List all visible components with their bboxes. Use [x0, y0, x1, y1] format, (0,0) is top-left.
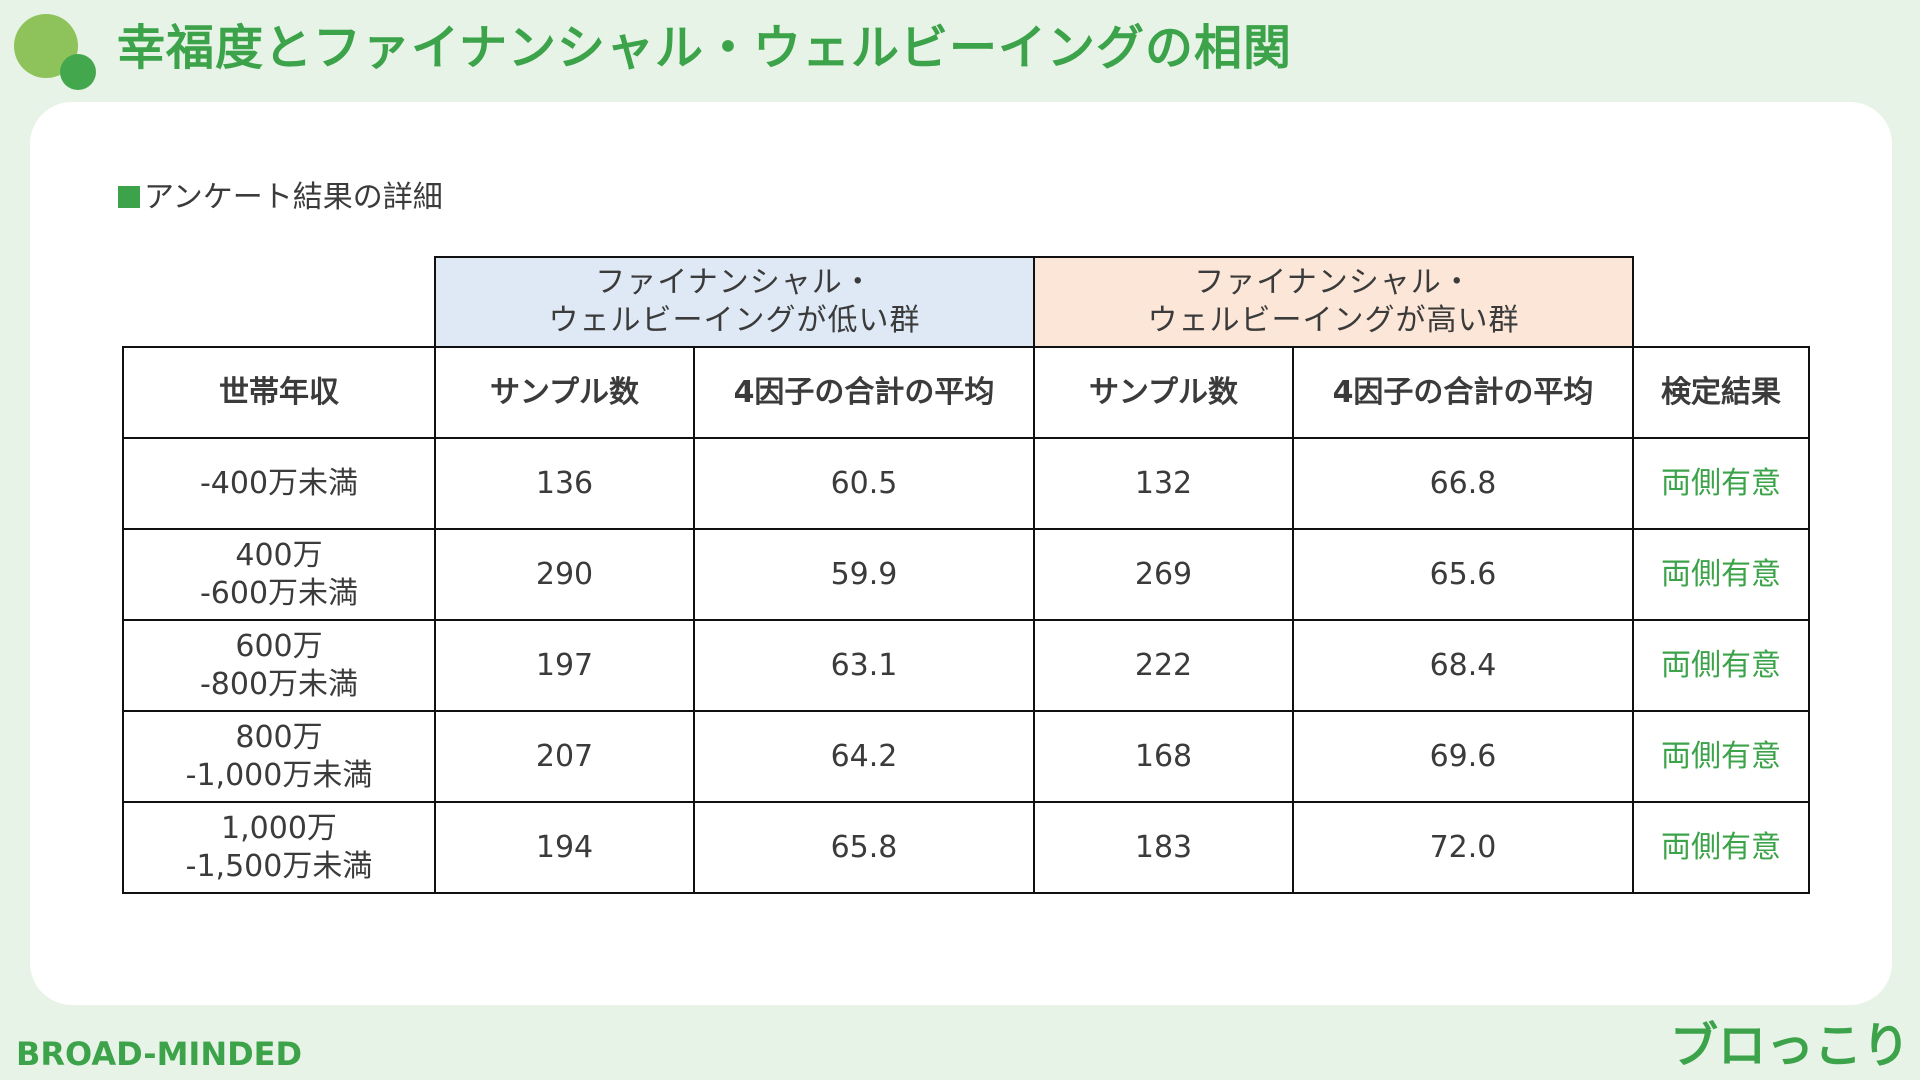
- income-cell-line2: -1,500万未満: [185, 848, 373, 884]
- high-average-cell: 65.6: [1292, 528, 1634, 621]
- low-group-header: ファイナンシャル・ ウェルビーイングが低い群: [434, 256, 1035, 348]
- green-square-icon: [118, 186, 140, 208]
- income-cell-line2: -1,000万未満: [185, 757, 373, 793]
- low-samples-cell: 290: [434, 528, 695, 621]
- low-average-cell: 64.2: [693, 710, 1035, 803]
- blank-corner-cell: [123, 257, 435, 347]
- income-cell-line2: -800万未満: [199, 666, 359, 702]
- high-samples-cell: 132: [1033, 437, 1294, 530]
- logo-circles: [14, 14, 100, 92]
- low-average-cell: 59.9: [693, 528, 1035, 621]
- income-cell: 1,000万 -1,500万未満: [122, 801, 436, 894]
- low-group-header-line1: ファイナンシャル・: [595, 265, 874, 300]
- income-column-header: 世帯年収: [122, 346, 436, 439]
- high-group-header: ファイナンシャル・ ウェルビーイングが高い群: [1033, 256, 1634, 348]
- high-samples-column-header: サンプル数: [1033, 346, 1294, 439]
- high-samples-cell: 183: [1033, 801, 1294, 894]
- high-samples-cell: 269: [1033, 528, 1294, 621]
- high-average-cell: 68.4: [1292, 619, 1634, 712]
- result-cell: 両側有意: [1632, 437, 1810, 530]
- low-samples-cell: 194: [434, 801, 695, 894]
- survey-results-table: ファイナンシャル・ ウェルビーイングが低い群 ファイナンシャル・ ウェルビーイン…: [122, 256, 1810, 894]
- low-average-cell: 63.1: [693, 619, 1035, 712]
- low-average-column-header: 4因子の合計の平均: [693, 346, 1035, 439]
- low-average-cell: 65.8: [693, 801, 1035, 894]
- result-column-header: 検定結果: [1632, 346, 1810, 439]
- blank-corner-cell: [1633, 257, 1809, 347]
- income-cell-line1: 800万: [235, 719, 323, 755]
- table-row: 1,000万 -1,500万未満 194 65.8 183 72.0 両側有意: [122, 801, 1810, 894]
- page-title: 幸福度とファイナンシャル・ウェルビーイングの相関: [117, 20, 1293, 76]
- high-average-cell: 66.8: [1292, 437, 1634, 530]
- high-average-cell: 69.6: [1292, 710, 1634, 803]
- result-cell: 両側有意: [1632, 619, 1810, 712]
- income-cell-line1: -400万未満: [199, 465, 359, 501]
- low-samples-column-header: サンプル数: [434, 346, 695, 439]
- result-cell: 両側有意: [1632, 528, 1810, 621]
- broad-minded-logo-text: BROAD-MINDED: [16, 1035, 303, 1073]
- income-cell: 800万 -1,000万未満: [122, 710, 436, 803]
- table-row: 400万 -600万未満 290 59.9 269 65.6 両側有意: [122, 528, 1810, 621]
- income-cell-line1: 600万: [235, 628, 323, 664]
- table-row: -400万未満 136 60.5 132 66.8 両側有意: [122, 437, 1810, 530]
- result-cell: 両側有意: [1632, 710, 1810, 803]
- column-header-row: 世帯年収 サンプル数 4因子の合計の平均 サンプル数 4因子の合計の平均 検定結…: [122, 346, 1810, 439]
- table-row: 800万 -1,000万未満 207 64.2 168 69.6 両側有意: [122, 710, 1810, 803]
- low-samples-cell: 197: [434, 619, 695, 712]
- income-cell-line1: 400万: [235, 537, 323, 573]
- low-group-header-line2: ウェルビーイングが低い群: [548, 303, 921, 338]
- group-header-row: ファイナンシャル・ ウェルビーイングが低い群 ファイナンシャル・ ウェルビーイン…: [123, 256, 1809, 348]
- table-row: 600万 -800万未満 197 63.1 222 68.4 両側有意: [122, 619, 1810, 712]
- income-cell: -400万未満: [122, 437, 436, 530]
- brokkori-logo-text: ブロっこり: [1669, 1018, 1910, 1074]
- logo-circle-small: [60, 54, 96, 90]
- high-average-column-header: 4因子の合計の平均: [1292, 346, 1634, 439]
- high-group-header-line1: ファイナンシャル・: [1194, 265, 1473, 300]
- income-cell: 400万 -600万未満: [122, 528, 436, 621]
- high-samples-cell: 222: [1033, 619, 1294, 712]
- low-samples-cell: 207: [434, 710, 695, 803]
- result-cell: 両側有意: [1632, 801, 1810, 894]
- high-group-header-line2: ウェルビーイングが高い群: [1147, 303, 1520, 338]
- section-label-text: アンケート結果の詳細: [144, 180, 443, 215]
- section-label: アンケート結果の詳細: [118, 178, 443, 218]
- high-average-cell: 72.0: [1292, 801, 1634, 894]
- income-cell: 600万 -800万未満: [122, 619, 436, 712]
- low-samples-cell: 136: [434, 437, 695, 530]
- high-samples-cell: 168: [1033, 710, 1294, 803]
- income-cell-line2: -600万未満: [199, 575, 359, 611]
- income-cell-line1: 1,000万: [221, 810, 337, 846]
- low-average-cell: 60.5: [693, 437, 1035, 530]
